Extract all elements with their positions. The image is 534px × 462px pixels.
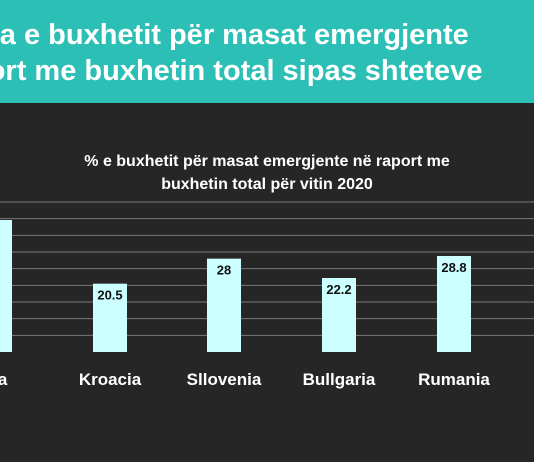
bar-kroacia: [93, 283, 127, 352]
data-label-kroacia: 20.5: [97, 288, 122, 303]
data-label-bullgaria: 22.2: [326, 282, 351, 297]
header-banner: dja e buxhetit për masat emergjente port…: [0, 0, 534, 103]
chart-title: % e buxhetit për masat emergjente në rap…: [0, 150, 534, 196]
bar-sllovenia: [207, 258, 241, 352]
chart-title-line-1: % e buxhetit për masat emergjente në rap…: [84, 153, 450, 170]
data-label-sllovenia: 28: [217, 263, 231, 278]
category-label-kroacia: Kroacia: [79, 370, 142, 389]
bar-rumania: [437, 256, 471, 352]
banner-title-line-2: port me buxhetin total sipas shteteve: [0, 55, 483, 87]
banner-title-line-1: dja e buxhetit për masat emergjente: [0, 19, 469, 51]
category-label-sllovenia: Sllovenia: [187, 370, 262, 389]
chart-title-line-2: buxhetin total për vitin 2020: [161, 176, 373, 193]
data-label-rumania: 28.8: [441, 260, 466, 275]
bar-bia: [0, 220, 12, 352]
category-label-bullgaria: Bullgaria: [303, 370, 376, 389]
bar-bullgaria: [322, 278, 356, 352]
category-label-bia: bia: [0, 370, 8, 389]
category-label-rumania: Rumania: [418, 370, 490, 389]
